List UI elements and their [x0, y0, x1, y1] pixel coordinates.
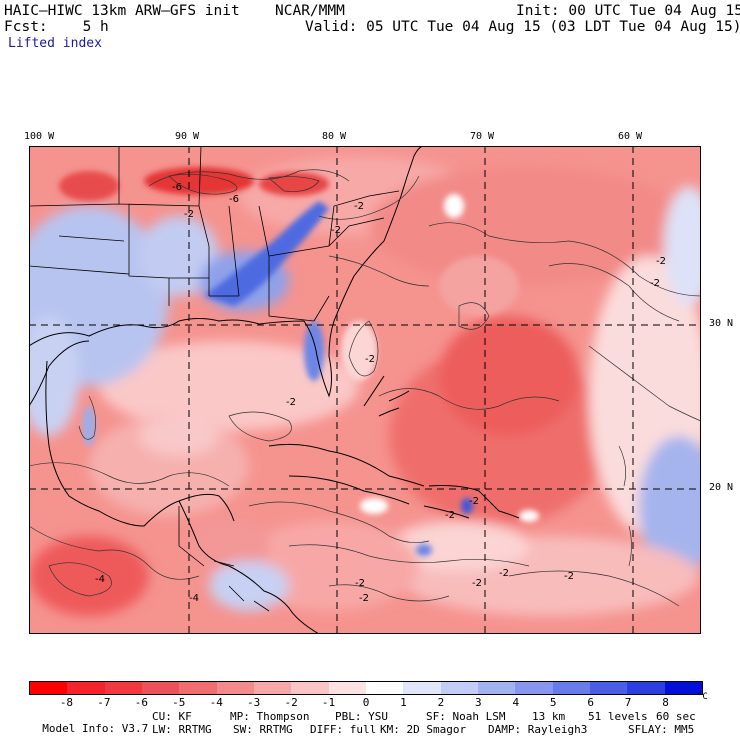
model-title: HAIC–HIWC 13km ARW–GFS init: [4, 3, 240, 19]
map-frame: [29, 146, 701, 634]
colorbar-tick-label: 8: [662, 696, 669, 709]
contour-label: -2: [286, 397, 296, 408]
surface-scheme: SF: Noah LSM: [426, 710, 506, 723]
colorbar-swatch: [515, 682, 553, 694]
colorbar-swatch: [403, 682, 441, 694]
contour-label: -2: [564, 571, 574, 582]
colorbar-tick-label: -7: [97, 696, 111, 709]
lon-label-100w: 100 W: [24, 131, 55, 142]
contour-label: -2: [331, 225, 341, 236]
colorbar-swatch: [552, 682, 590, 694]
colorbar: [29, 681, 703, 695]
colorbar-swatch: [104, 682, 142, 694]
org-label: NCAR/MMM: [275, 3, 345, 19]
colorbar-tick-label: -4: [209, 696, 223, 709]
lon-label-60w: 60 W: [618, 131, 643, 142]
model-info-line1: Model Info: V3.7: [29, 711, 148, 735]
colorbar-tick-label: 6: [587, 696, 594, 709]
model-version: Model Info: V3.7: [42, 722, 149, 735]
colorbar-unit: °C: [697, 692, 708, 702]
contour-label: -2: [469, 496, 479, 507]
colorbar-swatch: [440, 682, 478, 694]
colorbar-tick-label: -1: [321, 696, 336, 709]
lat-label-20n: 20 N: [709, 482, 734, 493]
colorbar-tick-label: 1: [400, 696, 407, 709]
colorbar-tick-label: -3: [247, 696, 261, 709]
lat-label-30n: 30 N: [709, 318, 734, 329]
colorbar-tick-label: 5: [549, 696, 557, 709]
contour-label: -2: [354, 201, 364, 212]
colorbar-tick-label: -2: [284, 696, 298, 709]
colorbar-swatch: [477, 682, 516, 694]
field-shading-detail: [59, 167, 539, 556]
microphysics-scheme: MP: Thompson: [230, 710, 310, 723]
colorbar-tick-label: 4: [512, 696, 520, 709]
levels: 51 levels: [588, 710, 648, 723]
colorbar-tick-label: -5: [172, 696, 186, 709]
colorbar-swatch: [328, 682, 366, 694]
lon-label-80w: 80 W: [322, 131, 347, 142]
lon-label-70w: 70 W: [470, 131, 495, 142]
colorbar-swatch: [365, 682, 404, 694]
diffusion: DIFF: full: [310, 723, 377, 736]
contours: [29, 169, 701, 607]
colorbar-tick-label: 3: [475, 696, 482, 709]
contour-label: -2: [656, 256, 666, 267]
contour-label: -4: [95, 574, 105, 585]
init-time: Init: 00 UTC Tue 04 Aug 15: [516, 3, 740, 19]
field-name: Lifted index: [8, 36, 102, 51]
shortwave-scheme: SW: RRTMG: [233, 723, 293, 736]
colorbar-tick-label: 0: [362, 696, 370, 709]
colorbar-swatch: [253, 682, 292, 694]
timestep: 60 sec: [656, 710, 696, 723]
contour-label: -6: [229, 194, 239, 205]
colorbar-swatch: [664, 682, 702, 694]
colorbar-tick-label: 7: [624, 696, 632, 709]
contour-label: -2: [445, 510, 455, 521]
valid-time: Valid: 05 UTC Tue 04 Aug 15 (03 LDT Tue …: [305, 19, 740, 35]
colorbar-swatch: [291, 682, 329, 694]
contour-label: -4: [189, 593, 199, 604]
damping: DAMP: Rayleigh3: [488, 723, 588, 736]
colorbar-swatch: [141, 682, 180, 694]
coastlines: [29, 146, 520, 634]
colorbar-swatch: [30, 682, 68, 694]
contour-label: -2: [472, 578, 482, 589]
state-borders: [29, 146, 400, 612]
colorbar-swatch: [589, 682, 628, 694]
longwave-scheme: LW: RRTMG: [152, 723, 212, 736]
colorbar-swatch: [67, 682, 105, 694]
forecast-hour: Fcst: 5 h: [4, 19, 109, 35]
contour-label-group: -6 -6 -2 -2 -2 -2 -2 -2 -2 -2 -2 -4 -4 -…: [95, 182, 666, 604]
resolution: 13 km: [532, 710, 566, 723]
contour-label: -2: [184, 209, 194, 220]
colorbar-tick-label: -6: [134, 696, 148, 709]
cumulus-scheme: CU: KF: [152, 710, 192, 723]
contour-label: -2: [499, 568, 509, 579]
colorbar-swatch: [216, 682, 254, 694]
lifted-index-map: -6 -6 -2 -2 -2 -2 -2 -2 -2 -2 -2 -4 -4 -…: [29, 146, 701, 634]
pbl-scheme: PBL: YSU: [335, 710, 388, 723]
graticule: [29, 146, 701, 634]
colorbar-tick-label: 2: [437, 696, 445, 709]
colorbar-tick-label: -8: [59, 696, 74, 709]
surface-layer: SFLAY: MM5: [628, 723, 695, 736]
contour-label: -2: [355, 578, 365, 589]
contour-label: -2: [365, 354, 375, 365]
contour-label: -2: [359, 593, 369, 604]
km-option: KM: 2D Smagor: [380, 723, 467, 736]
colorbar-swatch: [179, 682, 217, 694]
contour-label: -6: [172, 182, 182, 193]
lon-label-90w: 90 W: [175, 131, 200, 142]
contour-label: -2: [650, 278, 660, 289]
colorbar-swatch: [627, 682, 665, 694]
